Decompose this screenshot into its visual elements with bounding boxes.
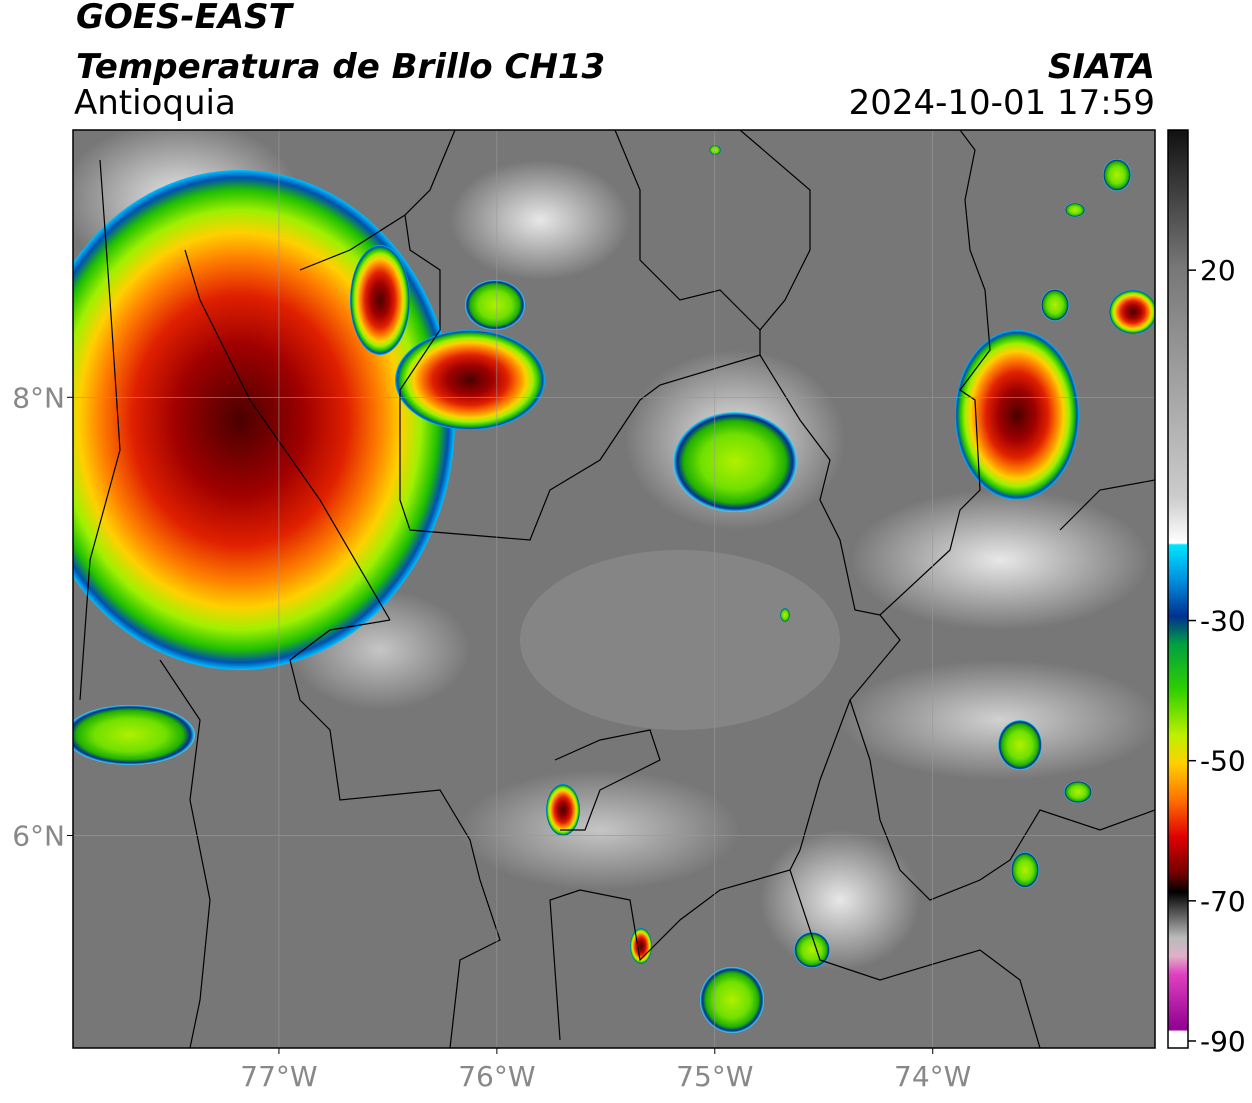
cloud bbox=[520, 550, 840, 730]
colorbar-tick-label: 20 bbox=[1200, 254, 1236, 287]
y-tick-label: 6°N bbox=[12, 819, 65, 852]
map-frame bbox=[72, 129, 1156, 1049]
storm bbox=[794, 932, 830, 968]
boundaries bbox=[79, 130, 1155, 1048]
x-tick-label: 75°W bbox=[676, 1060, 753, 1093]
title-line2: Temperatura de Brillo CH13 bbox=[76, 47, 605, 87]
storm bbox=[350, 245, 410, 355]
storm bbox=[780, 608, 790, 622]
storm bbox=[546, 784, 580, 836]
storm bbox=[1064, 781, 1092, 803]
storm bbox=[465, 280, 525, 330]
storm bbox=[1103, 159, 1131, 191]
imagery bbox=[73, 130, 1155, 1048]
y-tick-label: 8°N bbox=[12, 381, 65, 414]
storm bbox=[630, 928, 652, 964]
colorbar bbox=[1167, 129, 1189, 1049]
storm bbox=[395, 330, 545, 430]
colorbar-tick-label: -50 bbox=[1200, 745, 1246, 778]
storm bbox=[1041, 289, 1069, 321]
datetime: 2024-10-01 17:59 bbox=[849, 83, 1155, 123]
title-line1: GOES-EAST bbox=[76, 0, 295, 37]
cloud bbox=[840, 660, 1155, 780]
storm bbox=[73, 170, 455, 670]
region: Antioquia bbox=[74, 83, 236, 123]
storm bbox=[700, 967, 764, 1033]
storm bbox=[73, 705, 195, 765]
storm bbox=[955, 330, 1079, 500]
cloud bbox=[850, 490, 1150, 630]
colorbar-tick-label: -70 bbox=[1200, 885, 1246, 918]
cloud bbox=[450, 160, 630, 280]
grid bbox=[73, 130, 1155, 1048]
x-tick-label: 74°W bbox=[894, 1060, 971, 1093]
colorbar-tick-label: -30 bbox=[1200, 605, 1246, 638]
storm bbox=[998, 720, 1042, 770]
x-tick-label: 76°W bbox=[458, 1060, 535, 1093]
storm bbox=[673, 412, 797, 512]
source: SIATA bbox=[1048, 47, 1155, 87]
storm bbox=[1109, 290, 1155, 334]
x-tick-label: 77°W bbox=[240, 1060, 317, 1093]
cloud bbox=[760, 830, 920, 970]
storm bbox=[1065, 203, 1085, 217]
colorbar-tick-label: -90 bbox=[1200, 1025, 1246, 1058]
storm bbox=[1011, 852, 1039, 888]
cloud bbox=[460, 770, 740, 890]
